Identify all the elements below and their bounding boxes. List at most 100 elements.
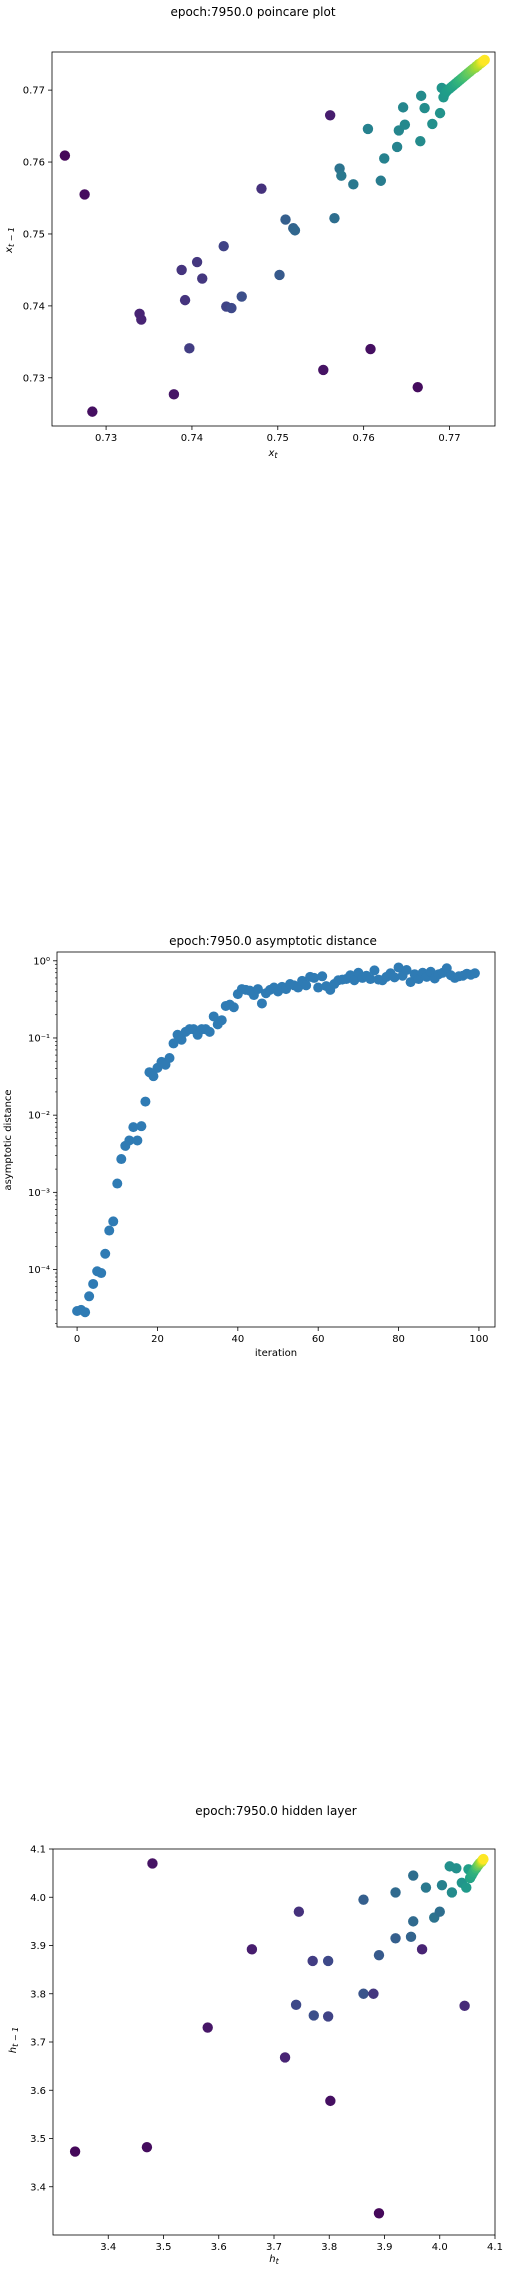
x-tick-label: 3.6 <box>211 2242 227 2253</box>
y-tick-label: 4.1 <box>30 1845 46 1856</box>
data-point <box>419 102 430 114</box>
data-point <box>313 982 324 993</box>
data-point <box>390 1887 401 1898</box>
x-tick-label: 0.73 <box>95 433 117 444</box>
data-point <box>141 2141 153 2153</box>
data-point <box>116 1154 127 1165</box>
data-point <box>290 1999 302 2011</box>
y-tick-label: 0.73 <box>23 373 45 384</box>
data-point <box>397 102 409 113</box>
hidden-layer-title: epoch:7950.0 hidden layer <box>195 1804 357 1818</box>
data-point <box>112 1178 123 1189</box>
data-point <box>80 1307 91 1318</box>
data-point <box>416 1944 428 1955</box>
data-point <box>96 1268 107 1279</box>
data-point <box>322 2011 334 2022</box>
data-point <box>373 1949 385 1961</box>
y-tick-label: 3.8 <box>30 1989 46 2000</box>
y-tick-label: 10⁻¹ <box>28 1033 50 1044</box>
asymptotic-y-ticks: 10⁻⁴ 10⁻³ 10⁻² 10⁻¹ 10⁰ <box>28 956 57 1324</box>
data-point <box>79 189 90 200</box>
data-point <box>293 1906 305 1917</box>
data-point <box>140 1096 151 1107</box>
data-point <box>322 1955 334 1967</box>
x-tick-label: 20 <box>151 1334 164 1345</box>
poincare-plot-frame <box>51 51 496 427</box>
data-point <box>317 971 328 982</box>
y-tick-label: 10⁻³ <box>28 1188 50 1199</box>
data-point <box>136 1121 147 1132</box>
data-point <box>365 974 376 985</box>
data-point <box>336 170 347 181</box>
y-tick-label: 10⁻² <box>28 1111 50 1122</box>
data-point <box>434 1906 445 1917</box>
data-point <box>461 1882 472 1893</box>
data-point <box>446 1887 458 1898</box>
data-point <box>405 1931 417 1943</box>
data-point <box>308 2010 319 2021</box>
data-point <box>197 273 208 284</box>
y-tick-label: 0.75 <box>23 229 45 240</box>
data-point <box>469 968 480 979</box>
x-tick-label: 3.5 <box>156 2242 172 2253</box>
x-tick-label: 3.9 <box>377 2242 393 2253</box>
data-point <box>401 964 412 975</box>
data-point <box>301 980 312 991</box>
hidden-layer-y-ticks: 3.4 3.5 3.6 3.7 3.8 3.9 4.0 4.1 <box>30 1845 53 2193</box>
y-tick-label: 3.4 <box>30 2182 46 2193</box>
data-point <box>309 972 320 983</box>
y-tick-label: 0.74 <box>23 301 45 312</box>
data-point <box>104 1225 115 1236</box>
x-tick-label: 0.74 <box>181 433 203 444</box>
hidden-layer-plot-frame <box>52 1848 496 2236</box>
data-point <box>289 225 301 236</box>
data-point <box>349 975 360 986</box>
y-tick-label: 3.9 <box>30 1941 46 1952</box>
poincare-chart: epoch:7950.0 poincare plot 0.73 0.74 0.75 0… <box>4 5 496 460</box>
data-point <box>324 110 336 121</box>
data-point <box>329 212 340 224</box>
hidden-layer-x-axis-label: ht <box>269 2254 279 2266</box>
y-tick-label: 10⁻⁴ <box>28 1265 50 1276</box>
data-point <box>375 175 387 186</box>
data-point <box>252 984 263 995</box>
data-point <box>399 119 411 130</box>
asymptotic-title: epoch:7950.0 asymptotic distance <box>169 934 377 948</box>
poincare-x-axis-label: xt <box>267 448 278 460</box>
data-point <box>124 1135 135 1146</box>
data-point <box>358 1988 369 1999</box>
asymptotic-y-axis-label: asymptotic distance <box>3 1089 14 1190</box>
poincare-x-ticks: 0.73 0.74 0.75 0.76 0.77 <box>95 426 461 444</box>
data-point <box>147 1858 158 1869</box>
data-point <box>128 1122 139 1133</box>
y-tick-label: 0.76 <box>23 158 45 169</box>
x-tick-label: 0.77 <box>438 433 460 444</box>
data-point <box>176 1034 187 1045</box>
data-point <box>108 1216 119 1227</box>
poincare-y-axis-label: xt − 1 <box>4 227 16 254</box>
data-point <box>420 1882 432 1893</box>
data-point <box>369 965 380 976</box>
data-point <box>274 269 285 281</box>
data-point <box>318 364 329 376</box>
x-tick-label: 0 <box>74 1334 80 1345</box>
data-point <box>204 1026 215 1037</box>
y-tick-label: 3.6 <box>30 2086 46 2097</box>
data-point <box>412 381 423 393</box>
data-point <box>405 977 416 988</box>
data-point <box>179 294 191 306</box>
data-point <box>279 2052 291 2063</box>
y-tick-label: 3.7 <box>30 2038 46 2049</box>
x-tick-label: 80 <box>392 1334 405 1345</box>
data-point <box>87 406 98 417</box>
asymptotic-marks <box>72 962 480 1318</box>
asymptotic-chart: epoch:7950.0 asymptotic distance 0 20 40 60… <box>3 934 496 1359</box>
data-point <box>325 2095 336 2107</box>
data-point <box>408 1870 419 1881</box>
data-point <box>168 389 180 400</box>
poincare-title: epoch:7950.0 poincare plot <box>170 5 335 19</box>
y-tick-label: 4.0 <box>30 1893 46 1904</box>
data-point <box>408 1916 419 1927</box>
data-point <box>379 153 390 164</box>
asymptotic-x-axis-label: iteration <box>255 1348 297 1359</box>
